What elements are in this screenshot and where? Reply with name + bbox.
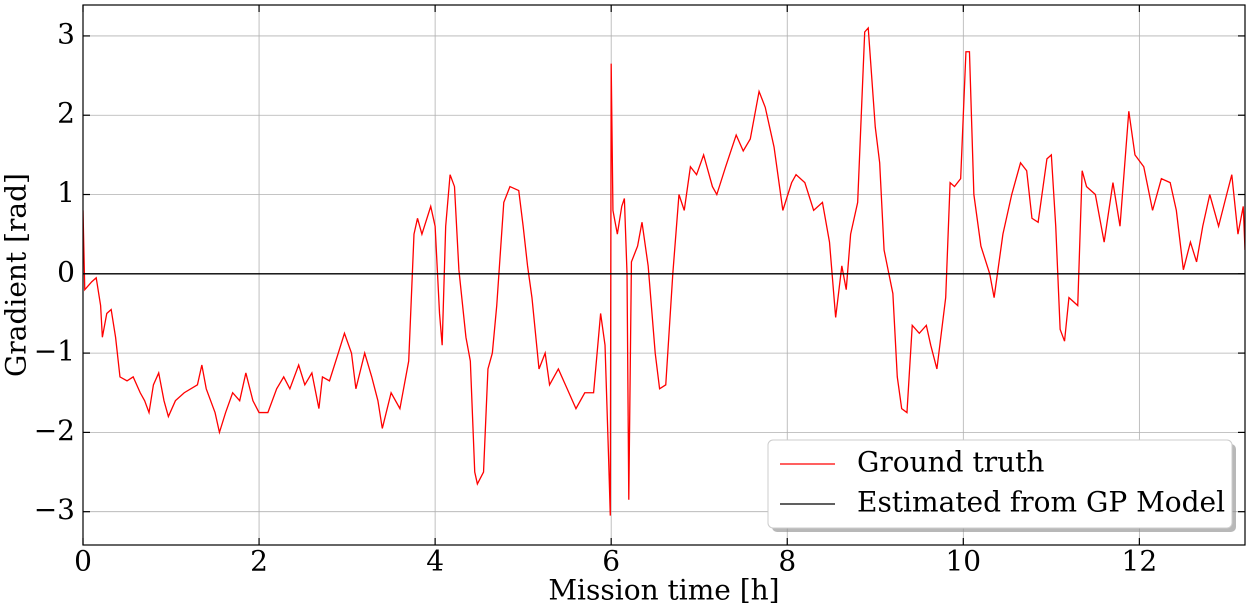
y-tick-label: 2 [57, 97, 75, 130]
y-tick-label: −1 [34, 335, 75, 368]
x-tick-label: 4 [426, 545, 444, 578]
legend-box [767, 439, 1233, 529]
y-tick-label: 0 [57, 255, 75, 288]
y-axis-label: Gradient [rad] [0, 173, 33, 377]
y-tick-label: 3 [57, 17, 75, 50]
legend-label: Ground truth [857, 446, 1044, 479]
x-tick-label: 0 [74, 545, 92, 578]
y-tick-label: 1 [57, 176, 75, 209]
x-tick-label: 6 [602, 545, 620, 578]
x-tick-label: 8 [778, 545, 796, 578]
y-tick-label: −3 [34, 493, 75, 526]
plot-frame [82, 4, 1246, 546]
data-line [83, 26, 1245, 516]
x-tick-label: 2 [250, 545, 268, 578]
x-tick-label: 10 [945, 545, 981, 578]
y-tick-label: −2 [34, 414, 75, 447]
legend-label: Estimated from GP Model [857, 486, 1225, 519]
x-tick-label: 12 [1122, 545, 1158, 578]
x-axis-label: Mission time [h] [548, 574, 779, 607]
